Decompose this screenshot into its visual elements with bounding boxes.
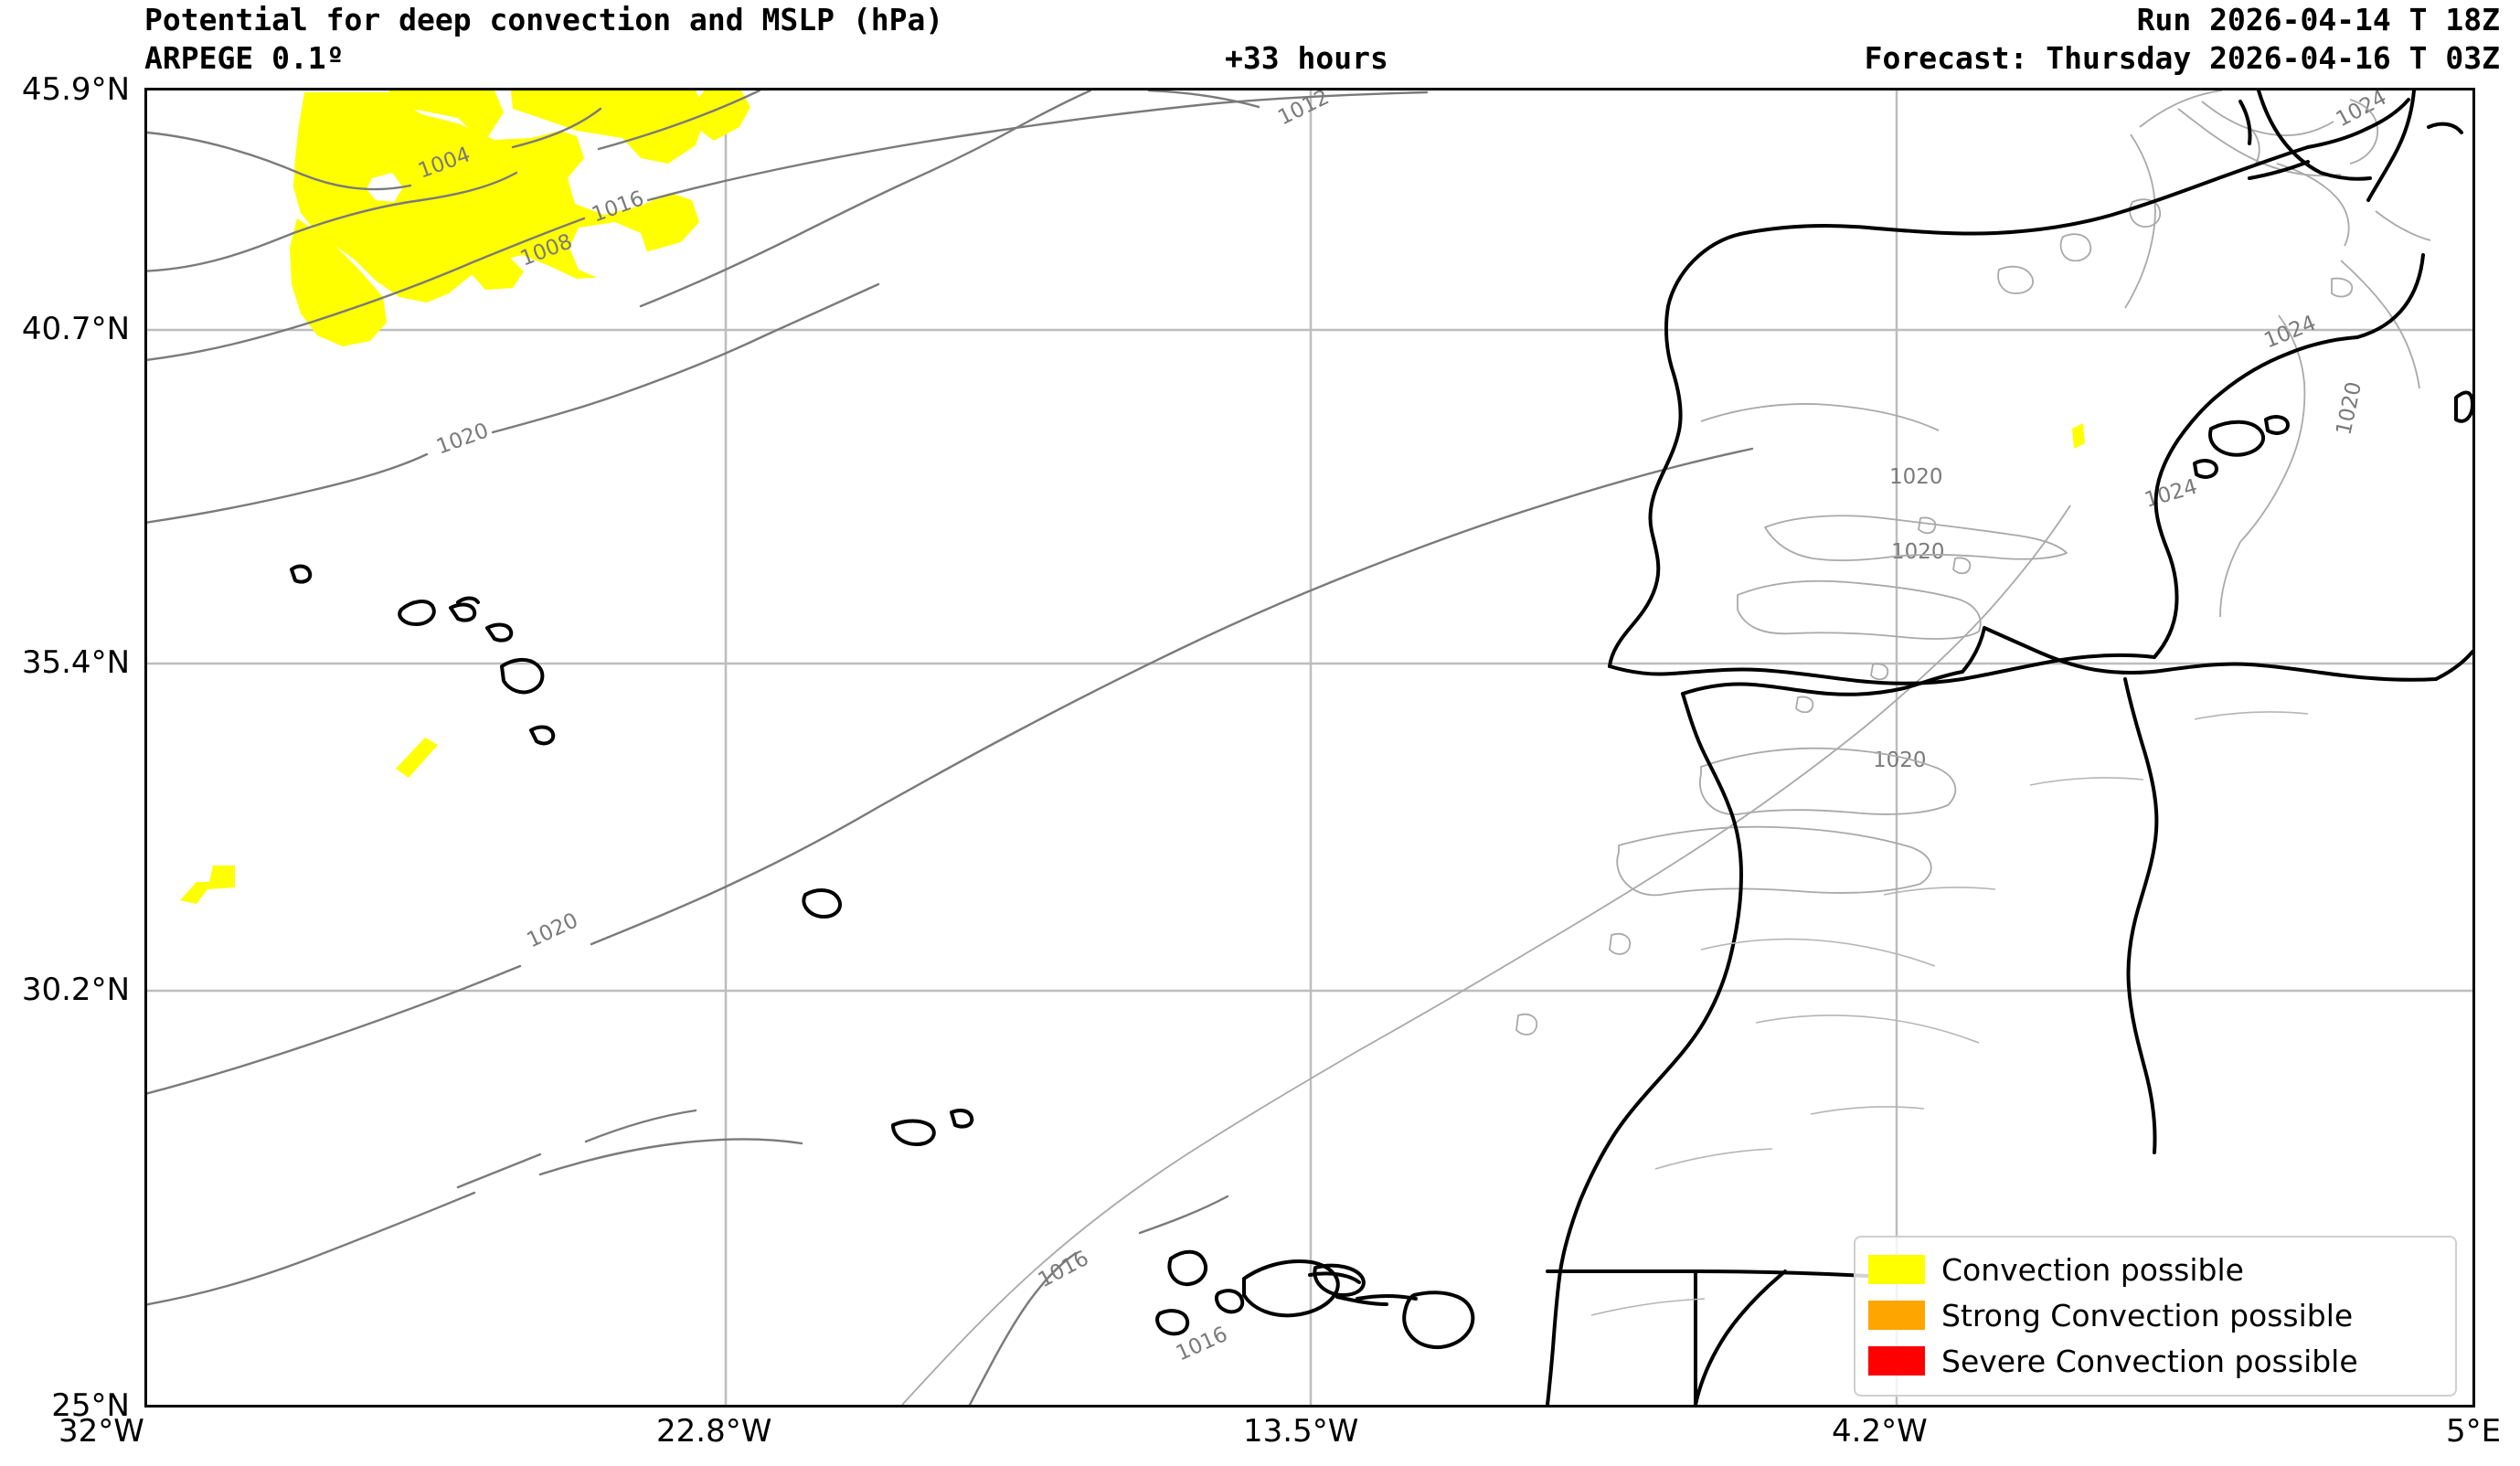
inland-detail — [1590, 711, 2309, 1316]
isobar-label-1020-med: 1020 — [2332, 380, 2366, 438]
y-axis-tick-2: 35.4°N — [21, 644, 130, 681]
legend-label-strong-convection: Strong Convection possible — [1941, 1297, 2354, 1333]
isobar-label-1020-morocco: 1020 — [1873, 749, 1927, 772]
isobar-1004 — [147, 131, 412, 191]
inland-contours — [901, 90, 2431, 1405]
isobar-1016-south — [147, 1191, 476, 1306]
islands-azores — [290, 564, 556, 746]
islands-canary — [1155, 1249, 1475, 1349]
legend-swatch-orange — [1868, 1301, 1925, 1330]
map-canvas: 1004 1008 1012 1016 1020 1020 1016 1016 … — [147, 90, 2472, 1405]
mslp-isobars — [147, 90, 1754, 1405]
forecast-timestamp: Forecast: Thursday 2026-04-16 T 03Z — [1864, 40, 2500, 76]
coastlines — [290, 90, 2472, 1405]
weather-map-plot[interactable]: 1004 1008 1012 1016 1020 1020 1016 1016 … — [144, 88, 2475, 1408]
x-axis-tick-0: 32°W — [58, 1413, 144, 1450]
isobar-label-1020-iberia-n: 1020 — [1889, 465, 1943, 489]
isobar-1016 — [147, 217, 586, 361]
convection-shading-yellow — [180, 90, 2085, 904]
legend-swatch-yellow — [1868, 1255, 1925, 1284]
isobar-label-1020-n: 1020 — [433, 419, 492, 459]
legend-item-convection: Convection possible — [1868, 1247, 2442, 1292]
isobar-label-1020-iberia-s: 1020 — [1891, 540, 1945, 564]
border-western-sahara — [1546, 1269, 1697, 1405]
isobar-1020 — [147, 452, 429, 524]
page-title: Potential for deep convection and MSLP (… — [144, 2, 944, 37]
isobar-labels: 1004 1008 1012 1016 1020 1020 1016 1016 … — [415, 90, 2390, 1365]
coastline-iberia — [1666, 145, 2310, 308]
map-header: Potential for deep convection and MSLP (… — [0, 0, 2520, 88]
isobar-1008 — [147, 171, 518, 272]
legend-label-convection: Convection possible — [1941, 1251, 2244, 1288]
legend-item-strong-convection: Strong Convection possible — [1868, 1292, 2442, 1338]
isobar-label-1020-mid: 1020 — [524, 908, 582, 952]
legend-label-severe-convection: Severe Convection possible — [1941, 1343, 2358, 1379]
lead-time-label: +33 hours — [1225, 40, 1388, 76]
isobar-label-1024-ne: 1024 — [2333, 90, 2391, 132]
x-axis-tick-2: 13.5°W — [1243, 1413, 1359, 1450]
model-label: ARPEGE 0.1º — [144, 40, 345, 76]
isobar-label-1016-sw: 1016 — [1035, 1247, 1093, 1292]
isobar-label-1024-s: 1024 — [2142, 475, 2199, 513]
isobar-1012 — [639, 90, 1092, 308]
islands-balearic — [2193, 415, 2290, 479]
legend-item-severe-convection: Severe Convection possible — [1868, 1338, 2442, 1384]
x-axis-tick-3: 4.2°W — [1832, 1413, 1928, 1450]
isobar-label-1012: 1012 — [1274, 90, 1333, 130]
x-axis-tick-1: 22.8°W — [656, 1413, 772, 1450]
x-axis-tick-4: 5°E — [2446, 1413, 2502, 1450]
y-axis-tick-3: 30.2°N — [21, 972, 130, 1008]
run-timestamp: Run 2026-04-14 T 18Z — [2136, 2, 2500, 37]
y-axis-tick-4: 25°N — [51, 1387, 130, 1424]
coastline-morocco — [1546, 692, 1743, 1405]
legend: Convection possible Strong Convection po… — [1854, 1236, 2457, 1397]
y-axis-tick-1: 40.7°N — [21, 311, 130, 347]
island-madeira — [891, 1119, 936, 1146]
isobar-label-1016-s: 1016 — [1173, 1323, 1231, 1366]
legend-swatch-red — [1868, 1346, 1925, 1376]
y-axis-tick-0: 45.9°N — [21, 71, 130, 108]
